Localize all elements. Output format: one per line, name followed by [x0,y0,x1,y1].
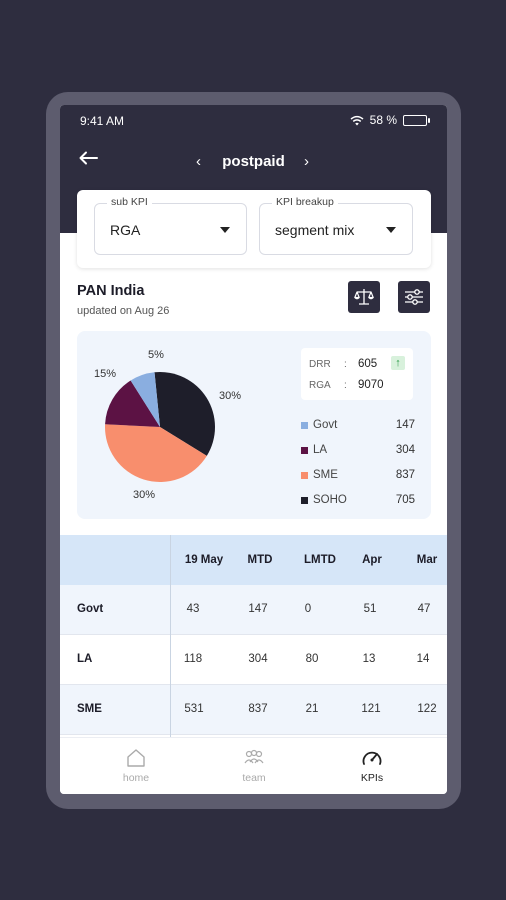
wifi-icon [350,115,364,125]
kpi-label: DRR [309,359,331,370]
status-time: 9:41 AM [80,114,125,128]
nav-item-team[interactable]: team [224,748,284,784]
page-title: postpaid [222,153,285,170]
legend-item-la: LA 304 [301,444,415,458]
legend-label: SOHO [313,494,347,506]
team-icon [244,749,264,764]
nav-label: team [242,772,266,784]
data-label-la: 30% [133,489,156,501]
table-header: 19 May MTD LMTD Apr Mar [60,535,447,585]
segment-pie-chart [104,372,215,483]
legend-swatch [301,422,308,429]
nav-item-home[interactable]: home [106,748,166,784]
table-cell: 147 [248,603,268,615]
table-cell: 122 [417,703,437,715]
status-indicators: 58 % [350,113,430,127]
table-cell: 47 [417,603,431,615]
legend-value: 837 [395,469,415,481]
kpi-breakup-dropdown[interactable]: KPI breakup segment mix [259,196,413,255]
next-chevron-icon[interactable]: › [304,153,309,170]
kpi-separator: : [344,359,347,370]
kpi-summary-box: DRR : 605 ↑ RGA : 9070 [301,348,413,400]
table-row[interactable]: Govt 43 147 0 51 47 [60,585,447,635]
row-label: SME [77,703,102,715]
gauge-icon [362,751,382,765]
pie-slice-sme [104,424,207,483]
sliders-icon [405,289,423,305]
legend-item-soho: SOHO 705 [301,494,415,508]
home-icon [127,749,145,767]
table-cell: 118 [183,653,203,665]
table-cell: 51 [363,603,377,615]
kpi-label: RGA [309,380,331,391]
battery-icon [403,114,430,126]
kpi-value: 9070 [358,379,384,391]
kpi-breakup-value: segment mix [275,222,355,238]
region-title: PAN India [77,283,145,299]
table-cell: 13 [362,653,376,665]
legend-value: 304 [395,444,415,456]
legend-swatch [301,497,308,504]
column-header[interactable]: LMTD [304,554,336,566]
data-label-soho: 5% [148,349,164,361]
table-cell: 121 [361,703,381,715]
prev-chevron-icon[interactable]: ‹ [196,153,201,170]
kpi-separator: : [344,380,347,391]
sub-kpi-value: RGA [110,222,141,238]
row-label: Govt [77,603,104,615]
kpi-row-rga: RGA : 9070 [309,379,384,391]
pie-slice-soho [154,372,215,456]
column-header[interactable]: Mar [416,554,438,566]
data-label-govt: 15% [94,368,117,380]
filter-button[interactable] [398,281,430,313]
pie-slice-govt [130,372,160,427]
caret-down-icon [220,227,230,233]
legend-label: SME [313,469,338,481]
trend-up-icon: ↑ [391,356,405,370]
table-cell: 0 [304,603,312,615]
kpi-row-drr: DRR : 605 ↑ [309,356,405,370]
data-label-sme: 30% [219,390,242,402]
kpi-value: 605 [358,358,378,370]
bottom-nav: home team KPIs [60,737,447,794]
legend-label: LA [313,444,328,456]
table-cell: 80 [305,653,319,665]
legend-item-sme: SME 837 [301,469,415,483]
updated-date: updated on Aug 26 [77,305,170,317]
column-header[interactable]: Apr [362,554,382,566]
app-screen: 9:41 AM 58 % ‹ postpaid › sub KPI RGA KP… [60,105,447,794]
table-cell: 837 [248,703,268,715]
legend-swatch [301,447,308,454]
column-header[interactable]: MTD [247,554,273,566]
pie-slice-la [105,380,160,427]
segment-chart-card: 5% 15% 30% 30% DRR : 605 ↑ RGA : 9070 Go… [77,331,431,519]
table-cell: 21 [305,703,319,715]
legend-label: Govt [313,419,338,431]
sub-kpi-label: sub KPI [107,196,152,208]
legend-value: 705 [395,494,415,506]
row-label: LA [77,653,93,665]
back-arrow-icon[interactable] [78,151,98,165]
sub-kpi-dropdown[interactable]: sub KPI RGA [94,196,247,255]
table-row[interactable]: SME 531 837 21 121 122 [60,685,447,735]
table-cell: 531 [184,703,204,715]
nav-label: KPIs [360,772,384,784]
kpi-breakup-label: KPI breakup [272,196,338,208]
table-row[interactable]: LA 118 304 80 13 14 [60,635,447,685]
legend-value: 147 [395,419,415,431]
compare-button[interactable] [348,281,380,313]
column-divider [170,535,171,741]
scale-icon [354,289,374,305]
nav-item-kpis[interactable]: KPIs [342,748,402,784]
table-cell: 14 [416,653,430,665]
nav-label: home [122,772,150,784]
kpi-selectors: sub KPI RGA KPI breakup segment mix [77,190,431,268]
caret-down-icon [386,227,396,233]
column-header[interactable]: 19 May [184,554,224,566]
legend-item-govt: Govt 147 [301,419,415,433]
battery-percent: 58 % [369,113,397,127]
legend-swatch [301,472,308,479]
table-cell: 43 [186,603,200,615]
table-cell: 304 [248,653,268,665]
